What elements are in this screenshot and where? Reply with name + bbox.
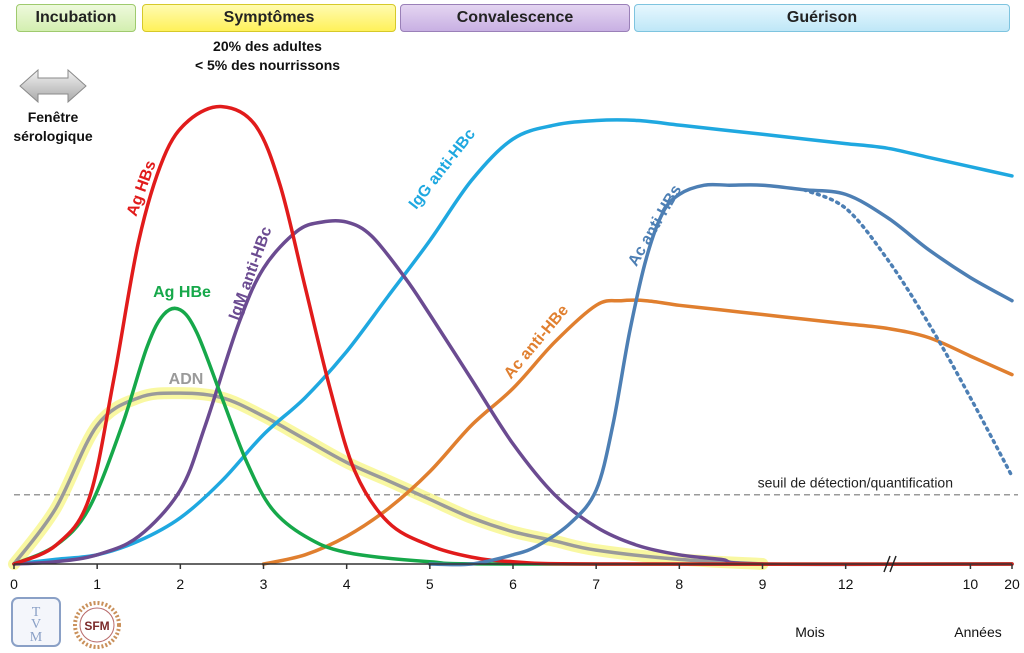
serologic-window-line2: sérologique	[13, 128, 93, 144]
x-tick-label: 9	[759, 576, 767, 592]
x-tick-label: 6	[509, 576, 517, 592]
series-ac-anti-hbe-line	[261, 298, 1014, 566]
symptom-note-infants: < 5% des nourrissons	[194, 57, 341, 73]
phase-guerison: Guérison	[634, 4, 1010, 32]
phase-incubation-label: Incubation	[35, 9, 117, 26]
series-ag-hbs-line	[12, 104, 1014, 566]
x-tick-label: 8	[675, 576, 683, 592]
x-tick-label: 5	[426, 576, 434, 592]
x-tick-label: 3	[260, 576, 268, 592]
series-label-ag-hbe: Ag HBe	[153, 284, 211, 301]
series-label-igg-anti-hbc: IgG anti-HBc	[406, 126, 479, 213]
axis-break-mark	[889, 555, 897, 573]
svg-text:V: V	[31, 617, 41, 632]
x-tick-label: 12	[838, 576, 854, 592]
phase-convalescence-label: Convalescence	[456, 9, 574, 26]
serologic-window-label: Fenêtre sérologique	[0, 108, 106, 146]
series-label-igm-anti-hbc: IgM anti-HBc	[226, 225, 275, 323]
svg-text:SFM: SFM	[84, 619, 109, 633]
phase-incubation: Incubation	[16, 4, 136, 32]
serologic-window-line1: Fenêtre	[27, 109, 79, 125]
series-ac-anti-hbs-line	[428, 182, 1014, 567]
x-tick-label: 4	[343, 576, 351, 592]
phase-convalescence: Convalescence	[400, 4, 630, 32]
phase-symptomes: Symptômes	[142, 4, 396, 32]
x-tick-label: 20	[1004, 576, 1020, 592]
x-tick-label: 10	[963, 576, 979, 592]
symptom-note-adults: 20% des adultes	[213, 38, 322, 54]
series-igm-anti-hbc-line	[12, 218, 1014, 567]
series-igg-anti-hbc-line	[12, 118, 1014, 566]
symptom-note: 20% des adultes < 5% des nourrissons	[160, 37, 375, 75]
unit-label-months: Mois	[795, 624, 825, 640]
threshold-label: seuil de détection/quantification	[758, 475, 953, 491]
x-tick-label: 1	[93, 576, 101, 592]
phase-symptomes-label: Symptômes	[223, 9, 315, 26]
x-tick-label: 0	[10, 576, 18, 592]
sfm-logo: SFM	[73, 601, 121, 649]
phase-guerison-label: Guérison	[786, 9, 858, 26]
series-ac-anti-hbs-dotted	[802, 188, 1014, 478]
double-arrow-icon	[19, 68, 87, 104]
series-adn-halo	[8, 387, 769, 570]
svg-text:M: M	[30, 630, 43, 645]
svg-text:T: T	[32, 605, 41, 620]
x-tick-label: 7	[592, 576, 600, 592]
series-label-adn: ADN	[169, 371, 204, 388]
unit-label-years: Années	[954, 624, 1001, 640]
axis-break-mark	[883, 555, 891, 573]
x-tick-label: 2	[176, 576, 184, 592]
series-label-ac-anti-hbs: Ac anti-HBs	[625, 182, 685, 269]
series-label-ac-anti-hbe: Ac anti-HBe	[501, 302, 572, 382]
series-adn-line	[12, 391, 765, 566]
tvm-logo: T V M	[11, 597, 61, 647]
